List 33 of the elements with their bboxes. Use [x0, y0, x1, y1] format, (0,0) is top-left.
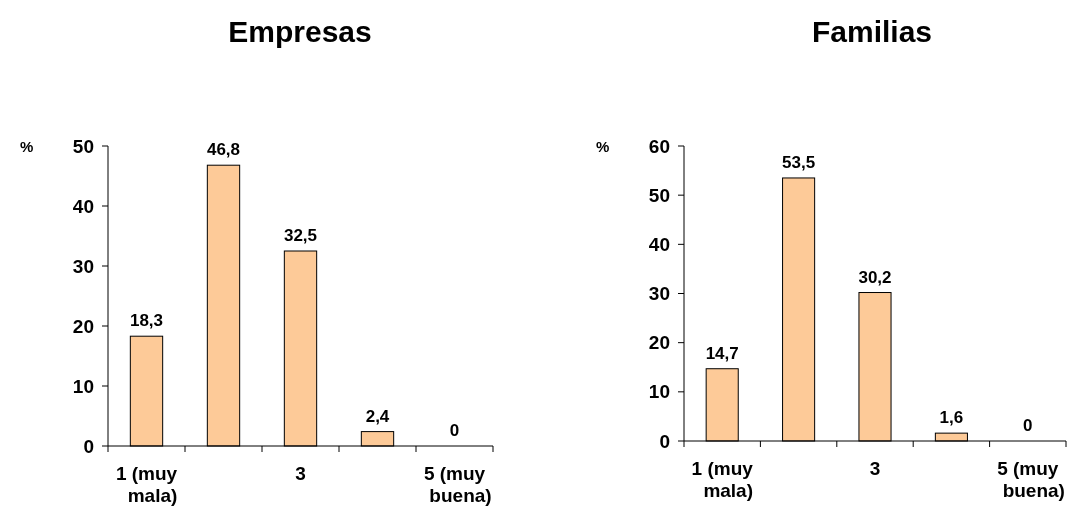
y-tick-label: 10: [72, 375, 94, 397]
x-tick-label: 5 (muy buena): [997, 458, 1065, 501]
y-tick-label: 30: [72, 255, 94, 277]
data-label: 0: [449, 421, 460, 440]
data-label: 2,4: [365, 406, 390, 426]
data-label: 30,2: [858, 267, 892, 287]
chart-title: Empresas: [228, 15, 372, 48]
y-tick-label: 40: [72, 195, 94, 217]
data-label: 0: [1023, 416, 1033, 435]
x-tick-label: 3: [295, 463, 306, 484]
data-label: 46,8: [206, 140, 241, 160]
y-tick-label: 0: [659, 430, 670, 452]
chart-title: Familias: [811, 15, 933, 48]
data-label: 1,6: [939, 408, 964, 428]
y-tick-label: 50: [72, 135, 94, 157]
x-tick-label: 1 (muy mala): [691, 458, 754, 501]
y-tick-label: 50: [648, 184, 670, 206]
y-tick-label: 40: [648, 233, 670, 255]
y-axis-title: %: [596, 138, 610, 155]
y-tick-label: 10: [648, 381, 670, 403]
data-label: 53,5: [782, 152, 816, 172]
x-tick-label: 1 (muy mala): [115, 463, 178, 506]
data-label: 14,7: [705, 343, 739, 363]
data-label: 18,3: [129, 311, 164, 331]
y-tick-label: 60: [648, 135, 670, 157]
y-tick-label: 20: [648, 332, 670, 354]
x-tick-label: 3: [869, 458, 881, 479]
y-tick-label: 20: [72, 315, 94, 337]
x-tick-label: 5 (muy buena): [423, 463, 492, 506]
data-label: 32,5: [283, 226, 318, 245]
y-tick-label: 30: [648, 283, 670, 305]
y-tick-label: 0: [83, 435, 94, 457]
y-axis-title: %: [20, 138, 34, 155]
